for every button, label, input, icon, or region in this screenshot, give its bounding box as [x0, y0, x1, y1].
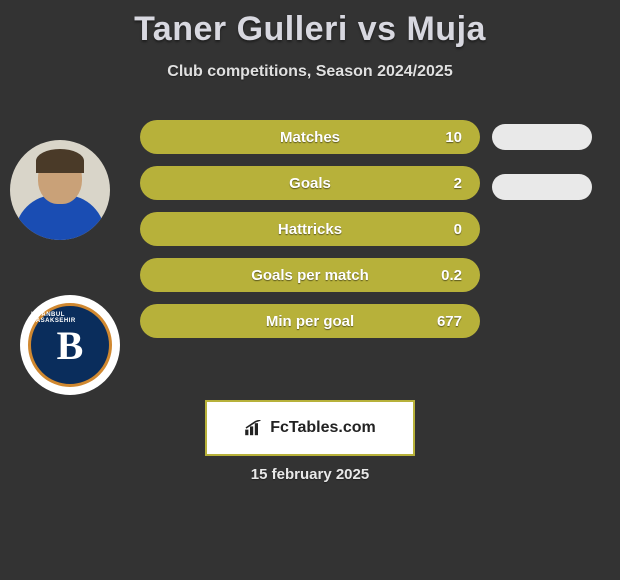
- stat-row: Hattricks0: [140, 212, 480, 246]
- chart-icon: [244, 420, 264, 436]
- date-text: 15 february 2025: [0, 466, 620, 483]
- player-avatar: [10, 140, 110, 240]
- stat-label: Matches: [198, 129, 422, 146]
- footer-brand-badge[interactable]: FcTables.com: [205, 400, 415, 456]
- avatar-hair: [36, 149, 84, 173]
- club-badge-inner: ISTANBUL BASAKSEHIR B: [28, 303, 112, 387]
- stat-row: Goals2: [140, 166, 480, 200]
- stat-value-right: 0: [422, 221, 462, 238]
- stat-row: Min per goal677: [140, 304, 480, 338]
- subtitle: Club competitions, Season 2024/2025: [0, 63, 620, 81]
- club-badge: ISTANBUL BASAKSEHIR B: [20, 295, 120, 395]
- right-pill: [492, 124, 592, 150]
- stat-label: Hattricks: [198, 221, 422, 238]
- page-title: Taner Gulleri vs Muja: [0, 0, 620, 49]
- stat-value-right: 2: [422, 175, 462, 192]
- stat-row: Matches10: [140, 120, 480, 154]
- club-badge-text: ISTANBUL BASAKSEHIR: [31, 312, 109, 324]
- club-badge-letter: B: [57, 322, 84, 369]
- stat-label: Goals per match: [198, 267, 422, 284]
- footer-brand-text: FcTables.com: [270, 419, 376, 437]
- stats-rows: Matches10 Goals2 Hattricks0 Goals per match…: [140, 120, 480, 350]
- stat-value-right: 0.2: [422, 267, 462, 284]
- stat-label: Min per goal: [198, 313, 422, 330]
- stat-row: Goals per match0.2: [140, 258, 480, 292]
- stat-value-right: 677: [422, 313, 462, 330]
- right-pill: [492, 174, 592, 200]
- stat-label: Goals: [198, 175, 422, 192]
- stat-value-right: 10: [422, 129, 462, 146]
